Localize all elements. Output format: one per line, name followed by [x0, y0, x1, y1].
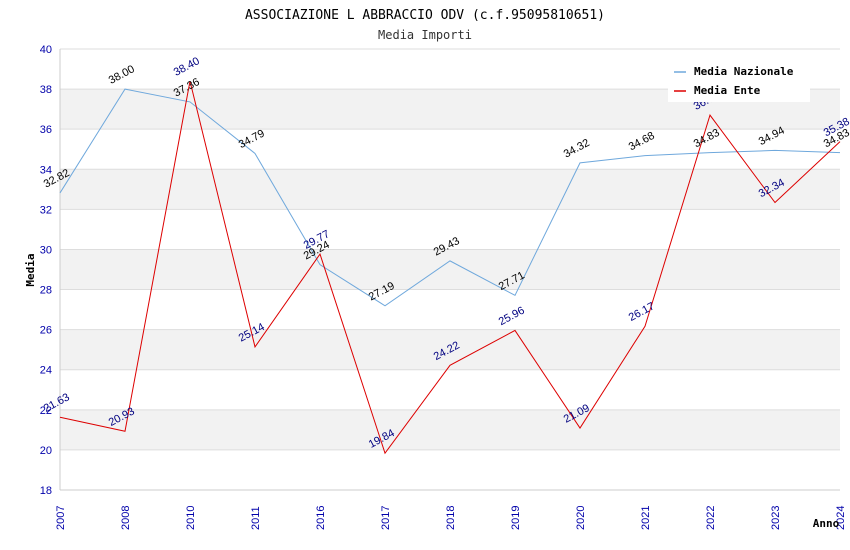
data-label: 38.40 [172, 55, 202, 79]
x-tick-label: 2010 [185, 506, 197, 530]
y-tick-label: 28 [40, 285, 52, 297]
data-label: 34.32 [562, 137, 592, 161]
x-tick-label: 2017 [380, 506, 392, 530]
grid-band [60, 249, 840, 290]
x-tick-label: 2023 [770, 506, 782, 530]
y-tick-label: 26 [40, 325, 52, 337]
x-tick-label: 2007 [55, 506, 67, 530]
y-tick-label: 22 [40, 405, 52, 417]
x-tick-label: 2016 [315, 506, 327, 530]
y-tick-label: 36 [40, 124, 52, 136]
x-tick-label: 2021 [640, 506, 652, 530]
x-tick-label: 2024 [835, 506, 847, 530]
x-tick-labels: 2007 2008 2010 2011 2016 2017 2018 2019 2020 2021… [55, 506, 847, 530]
x-tick-label: 2011 [250, 506, 262, 530]
data-label: 38.00 [107, 63, 137, 87]
legend-label-media-ente: Media Ente [694, 84, 761, 97]
data-label: 26.17 [627, 300, 657, 324]
grid-band [60, 409, 840, 450]
chart-subtitle: Media Importi [378, 28, 472, 42]
y-tick-labels: 18 20 22 24 26 28 30 32 34 36 38 40 [40, 44, 52, 497]
y-tick-label: 38 [40, 84, 52, 96]
y-axis-label: Media [24, 253, 37, 286]
x-tick-label: 2020 [575, 506, 587, 530]
legend-label-media-nazionale: Media Nazionale [694, 65, 794, 78]
chart-title: ASSOCIAZIONE L ABBRACCIO ODV (c.f.950958… [245, 8, 605, 23]
series-line-media-nazionale [59, 88, 841, 307]
x-axis-label: Anno [813, 517, 840, 530]
series-line-media-ente [59, 80, 841, 455]
data-label: 25.96 [497, 305, 527, 329]
x-tick-label: 2018 [445, 506, 457, 530]
x-tick-label: 2008 [120, 506, 132, 530]
y-tick-label: 24 [40, 365, 52, 377]
data-label: 34.68 [627, 130, 657, 154]
grid-bands [60, 89, 840, 450]
y-tick-label: 34 [40, 164, 52, 176]
y-tick-label: 30 [40, 244, 52, 256]
x-tick-label: 2019 [510, 506, 522, 530]
grid-lines [60, 48, 840, 491]
data-label: 34.79 [237, 128, 267, 152]
y-tick-label: 32 [40, 204, 52, 216]
grid-band [60, 169, 840, 210]
y-tick-label: 20 [40, 445, 52, 457]
series-lines [59, 80, 841, 455]
legend: Media Nazionale Media Ente [668, 60, 810, 102]
data-label: 34.83 [692, 127, 722, 151]
y-tick-label: 40 [40, 44, 52, 56]
grid-band [60, 329, 840, 370]
legend-box [668, 60, 810, 102]
x-tick-label: 2022 [705, 506, 717, 530]
y-tick-label: 18 [40, 485, 52, 497]
